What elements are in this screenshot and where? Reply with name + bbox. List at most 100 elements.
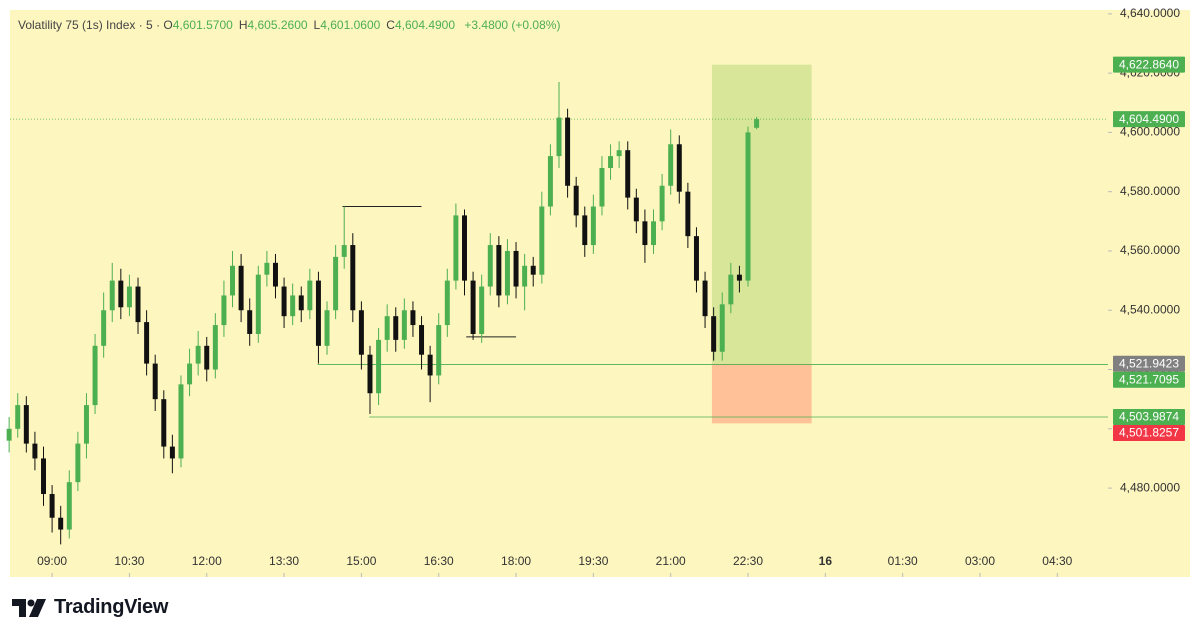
position-profit <box>711 64 812 364</box>
candle-body <box>685 191 691 237</box>
candle-body <box>470 280 476 334</box>
candle-body <box>625 150 631 198</box>
candle-body <box>367 354 373 394</box>
symbol-title: Volatility 75 (1s) Index · 5 · <box>18 18 161 32</box>
ohlc-value: 4,601.5700 <box>172 18 233 32</box>
candle-body <box>393 316 399 340</box>
candle-body <box>513 250 519 287</box>
x-tick-label: 04:30 <box>1042 554 1072 568</box>
candle-body <box>479 286 485 334</box>
candle-body <box>281 286 287 317</box>
candle-body <box>590 206 596 246</box>
candle-body <box>427 354 433 376</box>
candle-body <box>212 325 218 370</box>
candle-body <box>161 399 167 447</box>
candle-body <box>187 363 193 385</box>
candle-body <box>659 185 665 222</box>
change: +3.4800 (+0.08%) <box>464 18 561 32</box>
y-tick-label: 4,560.0000 <box>1120 243 1180 257</box>
candle-body <box>83 405 89 444</box>
candle-body <box>728 274 734 305</box>
candle-body <box>453 215 459 281</box>
candle-body <box>333 256 339 311</box>
x-tick-label: 15:00 <box>346 554 376 568</box>
candle-body <box>350 245 356 311</box>
price-label-bg <box>1113 111 1185 128</box>
candle-body <box>462 215 467 281</box>
ohlc-key: L <box>313 18 321 32</box>
price-label: 4,521.9423 <box>1119 356 1179 370</box>
price-label-bg <box>1113 56 1185 73</box>
candle-body <box>556 117 562 157</box>
x-tick-label: 09:00 <box>37 554 67 568</box>
candle-body <box>75 443 81 483</box>
candle-body <box>754 119 760 128</box>
candle-body <box>92 345 98 406</box>
candle-body <box>745 132 751 281</box>
candle-body <box>255 274 261 334</box>
candle-body <box>126 286 132 308</box>
candle-body <box>487 245 493 287</box>
candle-body <box>539 206 545 275</box>
candle-body <box>496 245 502 296</box>
x-tick-label: 10:30 <box>114 554 144 568</box>
x-tick-label: 19:30 <box>578 554 608 568</box>
candle-body <box>315 280 321 346</box>
chart: 4,480.00004,500.00004,520.00004,540.0000… <box>6 6 1190 577</box>
x-tick-label: 12:00 <box>192 554 222 568</box>
candle-body <box>238 265 244 311</box>
x-tick-label: 16 <box>819 554 833 568</box>
candle-body <box>573 185 579 216</box>
candle-body <box>608 156 614 168</box>
candle-body <box>178 384 184 459</box>
brand-logo <box>12 598 46 617</box>
price-label: 4,521.7095 <box>1119 372 1179 386</box>
candle-body <box>616 150 622 157</box>
y-tick-label: 4,540.0000 <box>1120 302 1180 316</box>
ohlc-value: 4,605.2600 <box>247 18 308 32</box>
candle-body <box>736 274 742 281</box>
candle-body <box>264 262 270 275</box>
x-tick-label: 03:00 <box>965 554 995 568</box>
candle-body <box>651 221 656 246</box>
candle-body <box>522 265 528 287</box>
price-label: 4,503.9874 <box>1119 410 1179 424</box>
x-tick-label: 18:00 <box>501 554 531 568</box>
candle-body <box>410 310 416 326</box>
brand-name: TradingView <box>54 596 169 618</box>
candle-body <box>66 482 72 530</box>
candle-body <box>109 280 115 311</box>
candle-body <box>547 156 553 207</box>
ohlc-key: H <box>238 18 248 32</box>
price-label-bg <box>1113 408 1185 425</box>
candle-body <box>23 405 29 444</box>
candle-body <box>668 144 674 186</box>
candle-body <box>307 280 313 311</box>
ohlc-value: 4,604.4900 <box>394 18 456 32</box>
candle-body <box>49 494 55 518</box>
candle-body <box>436 325 442 376</box>
candle-body <box>642 221 648 246</box>
candle-body <box>298 295 304 311</box>
candle-body <box>32 443 38 459</box>
price-label-bg <box>1113 424 1185 441</box>
y-tick-label: 4,600.0000 <box>1120 125 1180 139</box>
brand: TradingView <box>12 596 168 619</box>
candle-body <box>376 339 382 394</box>
candle-body <box>15 405 21 429</box>
candle-body <box>341 245 347 257</box>
candle-body <box>195 345 201 364</box>
candle-body <box>693 236 699 281</box>
candle-body <box>565 117 571 186</box>
candle-body <box>221 295 227 326</box>
candle-body <box>504 250 510 296</box>
candle-body <box>599 167 605 207</box>
candle-body <box>135 286 141 323</box>
candle-body <box>384 316 390 340</box>
candle-body <box>633 197 639 222</box>
candle-body <box>582 215 588 246</box>
candle-body <box>247 310 253 334</box>
candle-body <box>144 322 150 364</box>
x-tick-label: 22:30 <box>733 554 763 568</box>
